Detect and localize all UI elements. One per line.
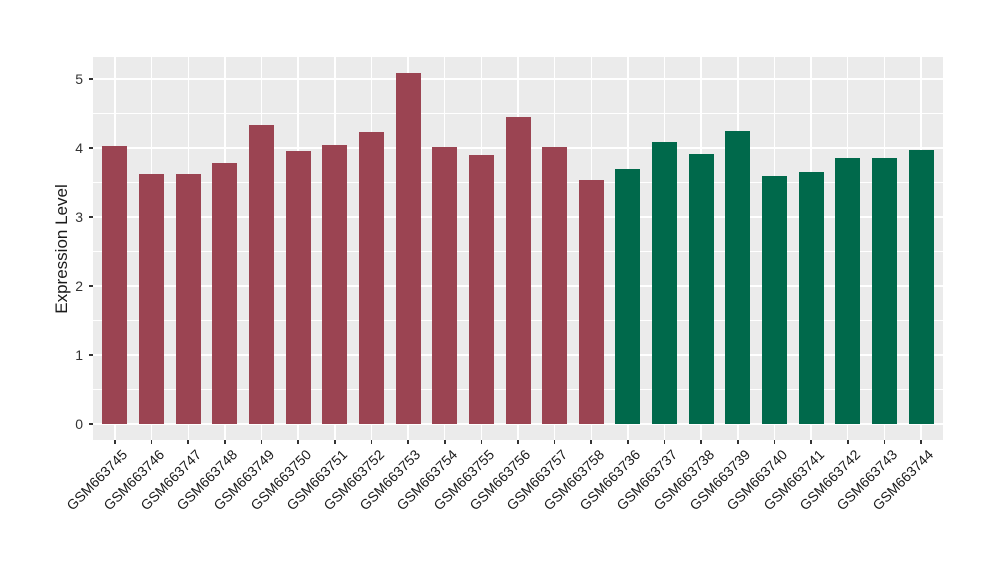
- bar-GSM663751: [322, 144, 348, 424]
- x-tick-mark: [920, 440, 922, 444]
- bar-GSM663739: [725, 131, 751, 424]
- x-tick-mark: [187, 440, 190, 444]
- x-tick-mark: [553, 440, 556, 444]
- x-tick-mark: [114, 440, 116, 444]
- bar-GSM663737: [652, 142, 678, 424]
- y-tick-label-4: 4: [75, 140, 83, 156]
- bar-GSM663741: [798, 172, 824, 424]
- plot-panel: GSM663745 GSM663746 GSM663747 GSM663748 GSM6…: [64, 57, 943, 513]
- x-tick-mark: [590, 440, 593, 444]
- x-tick-mark: [443, 440, 446, 444]
- x-tick-mark: [407, 440, 409, 444]
- x-tick-mark: [663, 440, 666, 444]
- bar-GSM663749: [249, 125, 275, 424]
- bar-GSM663755: [468, 154, 494, 424]
- bar-GSM663752: [358, 132, 384, 424]
- y-tick-label-2: 2: [75, 278, 83, 294]
- bar-GSM663738: [688, 153, 714, 424]
- bar-GSM663746: [139, 174, 165, 424]
- x-tick-mark: [150, 440, 153, 444]
- y-tick-label-5: 5: [75, 71, 83, 87]
- x-tick-mark: [810, 440, 812, 444]
- bar-GSM663753: [395, 72, 421, 424]
- bar-GSM663736: [615, 168, 641, 424]
- x-tick-mark: [627, 440, 629, 444]
- y-tick-label-3: 3: [75, 209, 83, 225]
- bar-GSM663740: [761, 175, 787, 424]
- x-tick-mark: [700, 440, 702, 444]
- x-tick-mark: [737, 440, 739, 444]
- bar-GSM663756: [505, 116, 531, 424]
- x-tick-mark: [883, 440, 886, 444]
- y-tick-mark: [89, 354, 93, 356]
- y-tick-mark: [89, 78, 93, 80]
- bar-GSM663748: [212, 163, 238, 424]
- y-tick-mark: [89, 147, 93, 149]
- y-tick-label-1: 1: [75, 347, 83, 363]
- x-tick-mark: [517, 440, 519, 444]
- x-tick-mark: [370, 440, 373, 444]
- bar-GSM663742: [835, 157, 861, 424]
- bar-GSM663750: [285, 151, 311, 424]
- bar-GSM663757: [542, 147, 568, 424]
- x-tick-mark: [846, 440, 849, 444]
- x-tick-mark: [260, 440, 263, 444]
- x-tick-mark: [480, 440, 483, 444]
- bar-GSM663758: [578, 180, 604, 424]
- bar-GSM663754: [432, 147, 458, 424]
- y-tick-mark: [89, 285, 93, 287]
- bar-GSM663744: [908, 150, 934, 424]
- bar-GSM663745: [102, 145, 128, 424]
- x-tick-mark: [334, 440, 336, 444]
- bar-GSM663747: [175, 174, 201, 424]
- x-tick-mark: [773, 440, 776, 444]
- x-tick-mark: [224, 440, 226, 444]
- y-tick-mark: [89, 423, 93, 425]
- x-tick-mark: [297, 440, 299, 444]
- bar-GSM663743: [871, 157, 897, 424]
- y-axis-title: Expression Level: [52, 184, 71, 314]
- y-tick-mark: [89, 216, 93, 218]
- y-tick-label-0: 0: [75, 416, 83, 432]
